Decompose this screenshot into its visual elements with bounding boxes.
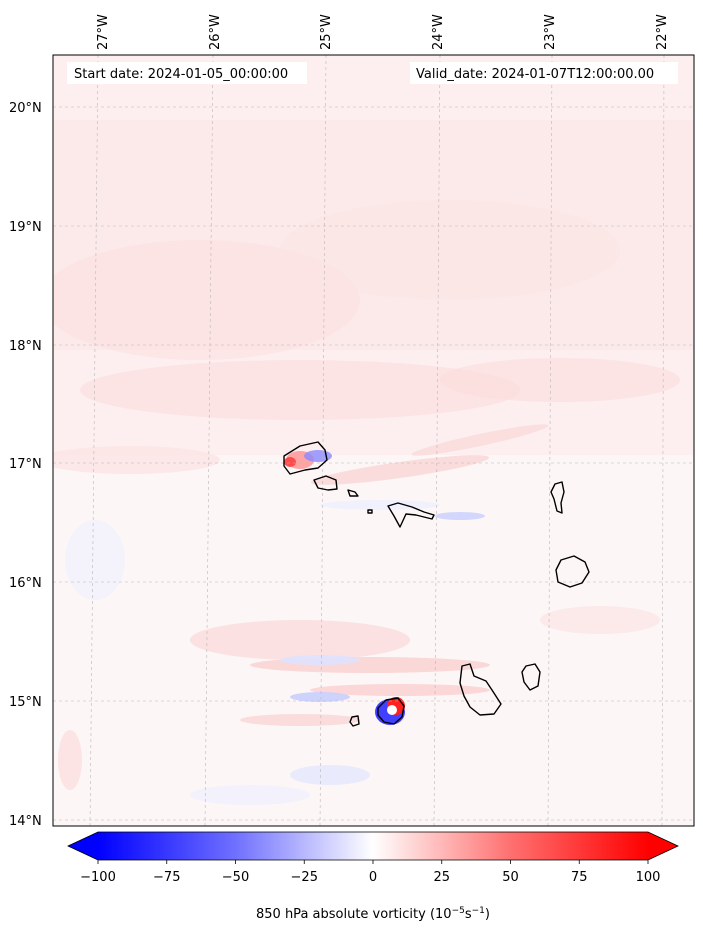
lat-label: 18°N [9,339,42,354]
colorbar-tick: −25 [291,870,318,885]
map-panel: Start date: 2024-01-05_00:00:00 Valid_da… [52,54,695,827]
island-santa-luzia [347,489,359,497]
lon-label: 23°W [543,14,558,50]
lat-label: 20°N [9,101,42,116]
island-boa-vista [555,555,590,588]
lon-label: 26°W [208,14,223,50]
island-brava [349,715,360,727]
island-sao-nicolau [387,502,435,528]
lon-label: 22°W [655,14,670,50]
lon-label: 25°W [319,14,334,50]
colorbar-gradient [98,832,648,860]
island-santo-antao [283,441,328,475]
island-ilheu [367,509,373,514]
start-date-box [67,62,307,84]
graticule [53,55,694,826]
lat-label: 15°N [9,695,42,710]
map-frame [52,54,695,827]
colorbar: −100 −75 −50 −25 0 25 50 75 100 850 hPa … [67,831,679,922]
lat-label: 16°N [9,576,42,591]
valid-date-text: Valid_date: 2024-01-07T12:00:00.00 [416,67,654,82]
lon-label: 27°W [96,14,111,50]
colorbar-tick: −50 [222,870,249,885]
island-santiago [459,663,502,716]
lat-label: 19°N [9,220,42,235]
valid-date-box [410,62,678,84]
colorbar-tick: 100 [636,870,661,885]
longitude-labels: 27°W 26°W 25°W 24°W 23°W 22°W [96,14,670,50]
colorbar-max-extend [648,832,678,860]
colorbar-label: 850 hPa absolute vorticity (10−5s−1) [256,906,490,922]
colorbar-tick: 75 [571,870,588,885]
colorbar-tick: 50 [502,870,519,885]
colorbar-tick: 25 [433,870,450,885]
start-date-text: Start date: 2024-01-05_00:00:00 [74,67,288,82]
colorbar-min-extend [68,832,98,860]
lat-label: 17°N [9,457,42,472]
island-fogo [377,697,405,725]
latitude-labels: 20°N 19°N 18°N 17°N 16°N 15°N 14°N [9,101,42,829]
colorbar-tick: 0 [369,870,377,885]
lon-label: 24°W [431,14,446,50]
colorbar-tick: −100 [80,870,116,885]
lat-label: 14°N [9,814,42,829]
coastlines [283,441,590,727]
island-maio [521,663,541,691]
vorticity-field [53,55,694,805]
colorbar-tick: −75 [153,870,180,885]
island-sal [550,481,565,514]
island-sao-vicente [313,475,338,491]
